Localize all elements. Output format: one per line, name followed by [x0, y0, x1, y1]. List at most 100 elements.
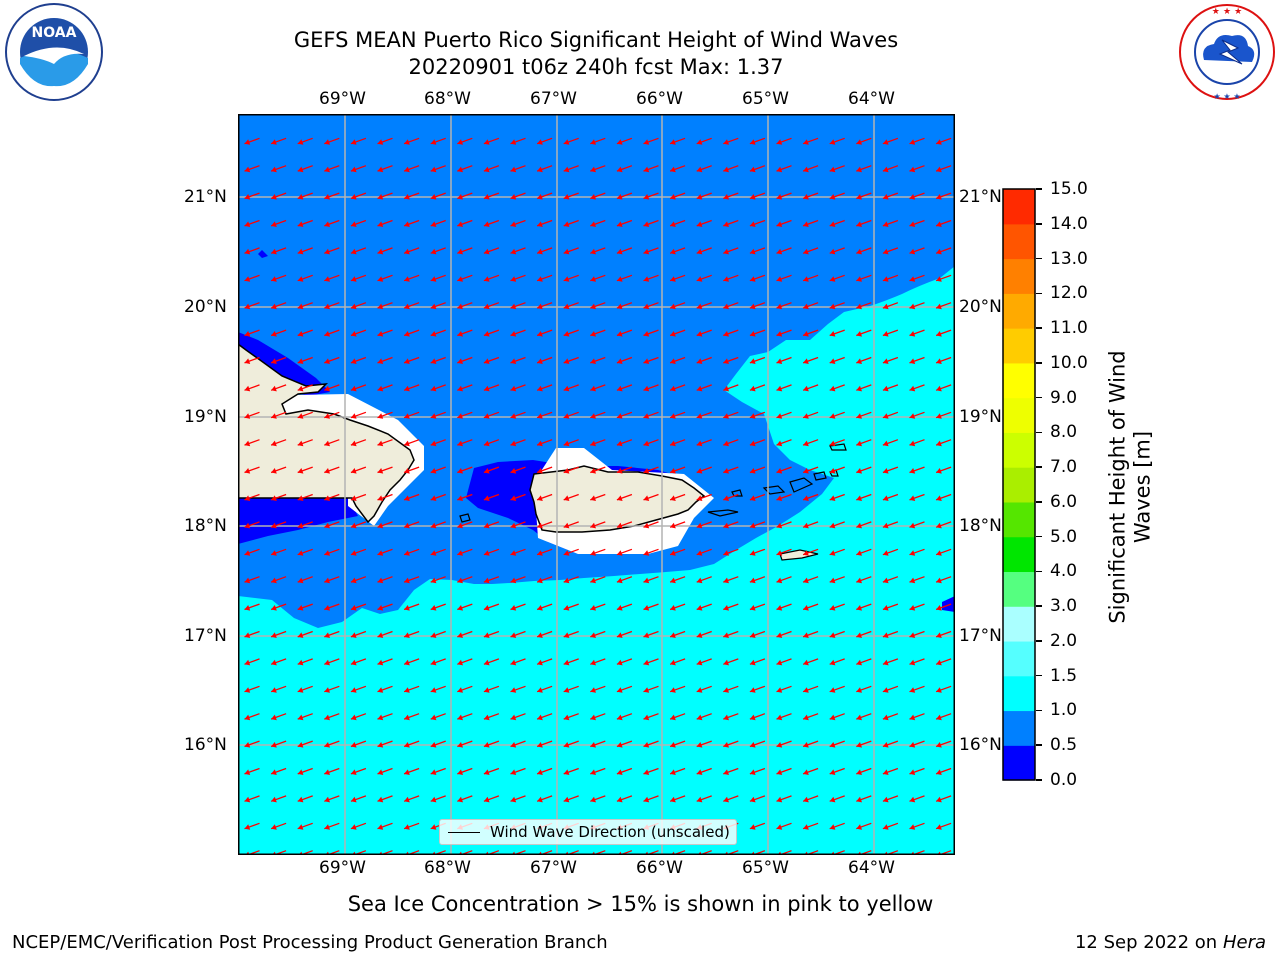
wind-wave-arrow: [563, 165, 579, 173]
wind-wave-arrow: [829, 603, 845, 611]
wind-wave-arrow: [563, 548, 579, 556]
wind-wave-arrow: [536, 411, 553, 419]
wind-wave-arrow: [510, 576, 526, 584]
wind-wave-arrow: [270, 521, 287, 529]
wind-wave-arrow: [350, 795, 367, 803]
wind-wave-arrow: [616, 740, 633, 748]
wind-wave-arrow: [244, 439, 260, 447]
wind-wave-arrow: [536, 685, 553, 693]
wind-wave-arrow: [723, 713, 739, 721]
lon-label-bottom-67w: 67°W: [530, 858, 577, 878]
wind-wave-arrow: [749, 521, 766, 529]
lat-label-left-20n: 20°N: [184, 297, 227, 317]
wind-wave-arrow: [324, 384, 340, 392]
wind-wave-arrow: [669, 302, 686, 310]
wind-wave-arrow: [856, 356, 872, 364]
wind-wave-arrow: [909, 439, 925, 447]
wind-wave-arrow: [802, 658, 819, 666]
wind-wave-arrow: [270, 493, 287, 501]
wind-wave-arrow: [935, 411, 952, 419]
wind-wave-arrow: [856, 576, 872, 584]
wind-wave-arrow: [829, 685, 845, 693]
wind-wave-arrow: [350, 685, 367, 693]
wind-wave-arrow: [324, 165, 340, 173]
wind-wave-arrow: [776, 713, 792, 721]
wind-wave-arrow: [563, 685, 579, 693]
wind-wave-arrow: [297, 165, 313, 173]
wind-wave-arrow: [244, 165, 260, 173]
wind-wave-arrow: [935, 165, 952, 173]
wind-wave-arrow: [270, 548, 287, 556]
wind-wave-arrow: [430, 685, 446, 693]
wind-wave-arrow: [935, 603, 952, 611]
wind-wave-arrow: [696, 767, 712, 775]
wind-wave-arrow: [882, 493, 899, 501]
wind-wave-arrow: [802, 329, 819, 337]
wind-wave-arrow: [297, 576, 313, 584]
wind-wave-arrow: [244, 219, 260, 227]
map-panel: [238, 114, 955, 855]
wind-wave-arrow: [643, 576, 659, 584]
lat-label-left-19n: 19°N: [184, 407, 227, 427]
wind-wave-arrow: [776, 439, 792, 447]
wind-wave-arrow: [696, 521, 712, 529]
wind-wave-arrow: [510, 685, 526, 693]
wind-wave-arrow: [696, 411, 712, 419]
wind-wave-arrow: [403, 822, 420, 830]
wind-wave-arrow: [403, 274, 420, 282]
wind-wave-arrow: [563, 384, 579, 392]
wind-wave-arrow: [297, 329, 313, 337]
wind-wave-arrow: [377, 521, 393, 529]
wind-wave-arrow: [536, 767, 553, 775]
wind-wave-arrow: [403, 219, 420, 227]
wind-wave-arrow: [270, 685, 287, 693]
wind-wave-arrow: [510, 247, 526, 255]
wind-wave-arrow: [270, 219, 287, 227]
wind-wave-arrow: [377, 356, 393, 364]
wind-wave-arrow: [776, 137, 792, 145]
colorbar-tick-label: 12.0: [1050, 283, 1088, 304]
wind-wave-arrow: [536, 329, 553, 337]
wind-wave-arrow: [776, 685, 792, 693]
wind-wave-arrow: [350, 384, 367, 392]
wind-wave-arrow: [802, 165, 819, 173]
wind-wave-arrow: [457, 466, 473, 474]
wind-wave-arrow: [590, 576, 606, 584]
wind-wave-arrow: [536, 384, 553, 392]
wind-wave-arrow: [590, 329, 606, 337]
wind-wave-arrow: [616, 302, 633, 310]
wind-wave-arrow: [377, 795, 393, 803]
wind-wave-arrow: [377, 329, 393, 337]
wind-wave-arrow: [669, 713, 686, 721]
wind-wave-arrow: [643, 713, 659, 721]
wind-wave-arrow: [749, 137, 766, 145]
wind-wave-arrow: [616, 521, 633, 529]
wind-wave-arrow: [909, 466, 925, 474]
wind-wave-arrow: [776, 576, 792, 584]
wind-wave-arrow: [324, 411, 340, 419]
wind-wave-arrow: [882, 302, 899, 310]
wind-wave-arrow: [590, 192, 606, 200]
wind-wave-arrow: [802, 548, 819, 556]
colorbar-segment: [1003, 710, 1035, 746]
wind-wave-arrow: [749, 411, 766, 419]
wind-wave-arrow: [270, 329, 287, 337]
wind-wave-arrow: [324, 630, 340, 638]
footer-date: 12 Sep 2022 on: [1074, 932, 1218, 953]
wind-wave-arrow: [590, 219, 606, 227]
wind-wave-arrow: [536, 439, 553, 447]
wind-wave-arrow: [696, 356, 712, 364]
wind-wave-arrow: [510, 411, 526, 419]
wind-wave-arrow: [510, 767, 526, 775]
wind-wave-arrow: [324, 356, 340, 364]
wind-wave-arrow: [510, 521, 526, 529]
wind-wave-arrow: [457, 795, 473, 803]
wind-wave-arrow: [669, 685, 686, 693]
wind-wave-arrow: [776, 192, 792, 200]
wind-wave-arrow: [616, 493, 633, 501]
wind-wave-arrow: [749, 795, 766, 803]
colorbar-tick-mark: [1036, 640, 1042, 642]
wind-wave-arrow: [297, 685, 313, 693]
colorbar-tick-mark: [1036, 396, 1042, 399]
colorbar-segment: [1003, 536, 1035, 573]
